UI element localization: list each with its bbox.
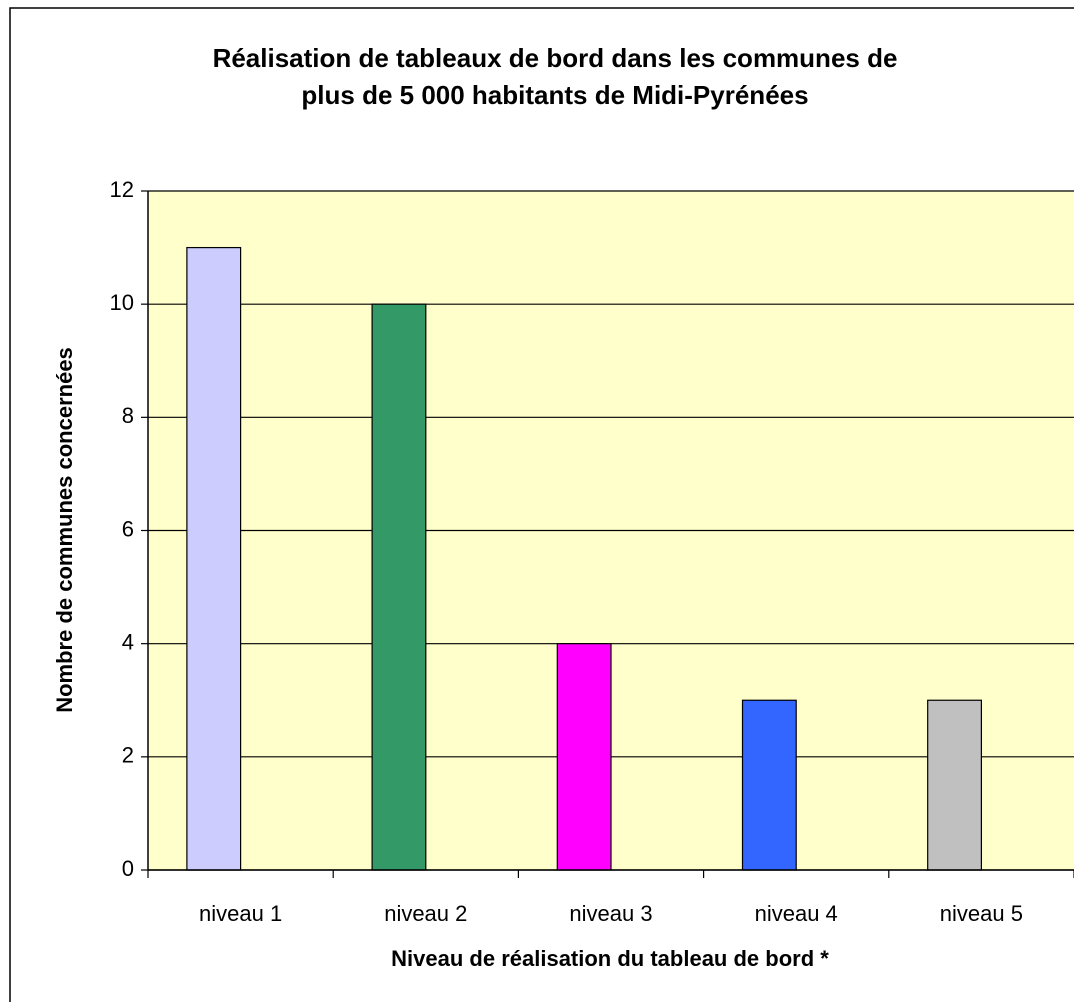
y-tick-label: 12 [110,177,134,202]
y-tick-label: 2 [122,743,134,768]
y-tick-label: 4 [122,629,134,654]
y-tick-label: 8 [122,403,134,428]
y-tick-label: 0 [122,856,134,881]
chart-title: Réalisation de tableaux de bord dans les… [213,43,898,73]
x-axis-label: Niveau de réalisation du tableau de bord… [391,946,829,971]
y-tick-label: 10 [110,290,134,315]
x-tick-label: niveau 3 [569,901,652,926]
chart-title: plus de 5 000 habitants de Midi-Pyrénées [301,80,808,110]
x-tick-label: niveau 2 [384,901,467,926]
y-axis-label: Nombre de communes concernées [52,347,77,713]
bar [371,303,427,871]
bar [556,643,612,871]
bar [186,246,242,871]
y-tick-label: 6 [122,516,134,541]
x-tick-label: niveau 1 [199,901,282,926]
x-tick-label: niveau 5 [940,901,1023,926]
bar [927,699,983,871]
bar [741,699,797,871]
x-tick-label: niveau 4 [755,901,838,926]
